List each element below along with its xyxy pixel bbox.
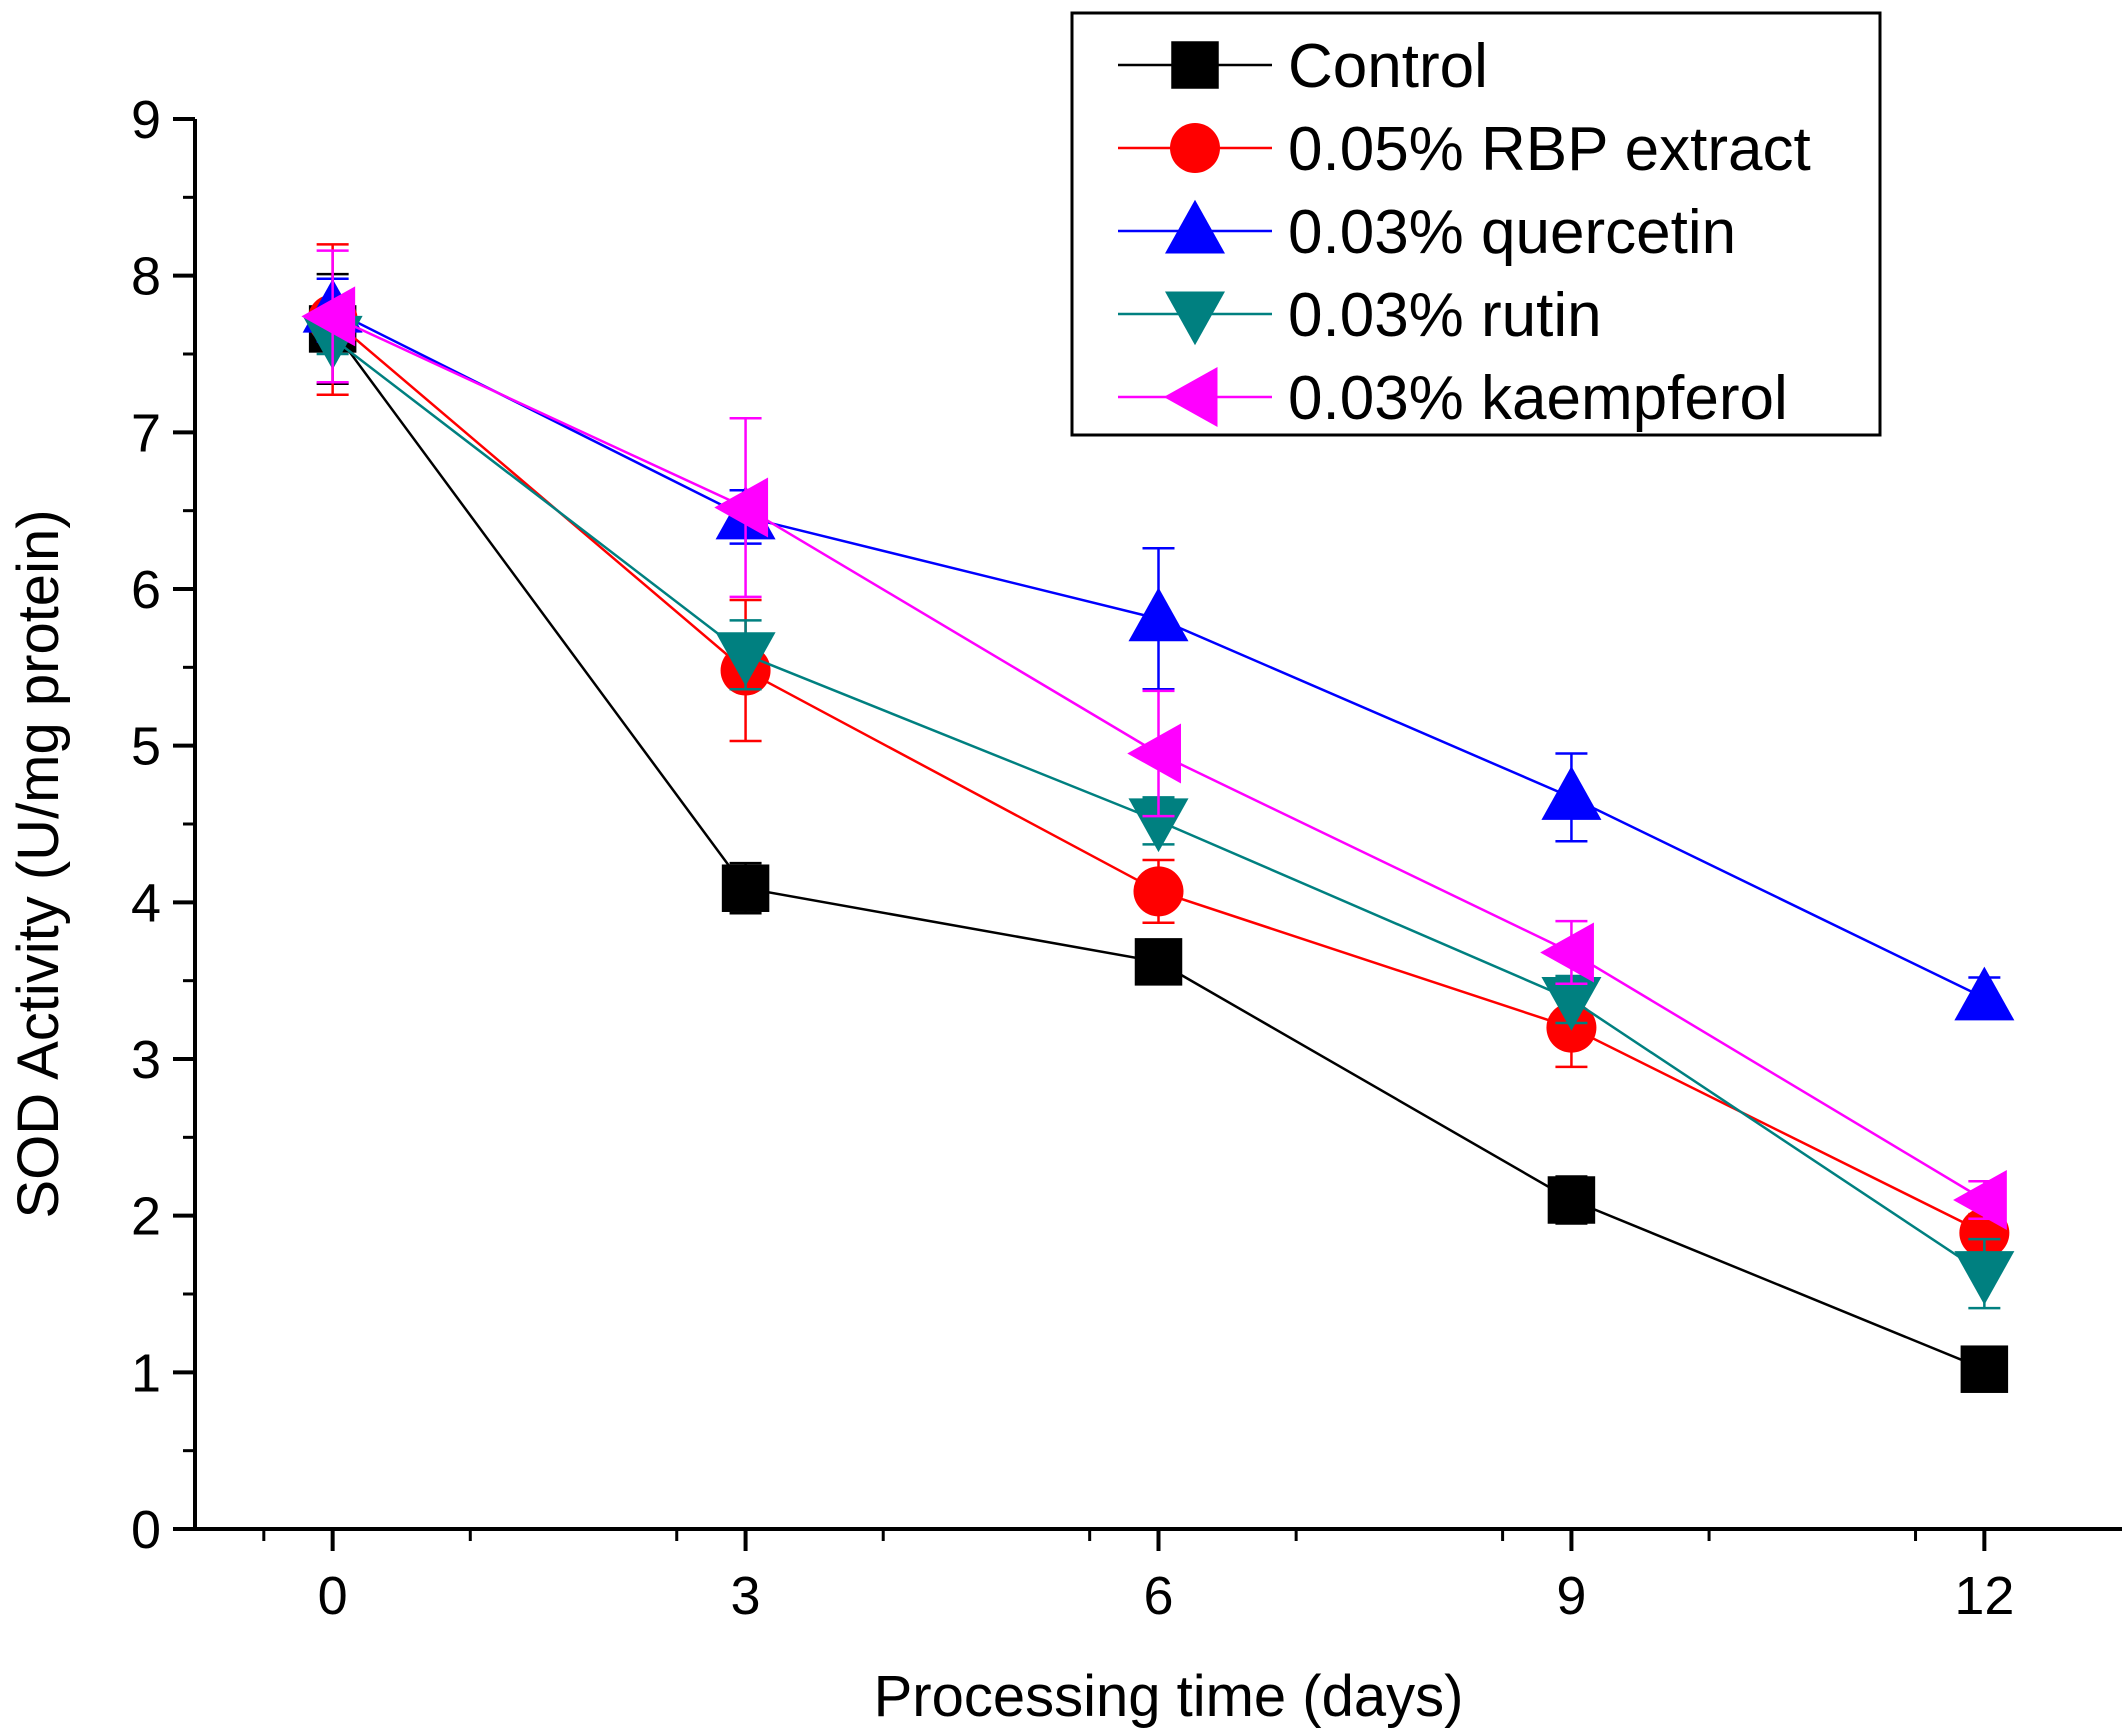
y-axis-title: SOD Activity (U/mg protein) (6, 509, 71, 1218)
marker-square (1960, 1345, 2009, 1393)
marker-triangle-down (1128, 798, 1189, 853)
marker-triangle-down (1165, 291, 1225, 346)
marker-triangle-up (1165, 199, 1225, 254)
legend-item: Control (1118, 32, 1488, 101)
marker-triangle-left (1540, 922, 1594, 983)
x-axis-title: Processing time (days) (874, 1664, 1464, 1729)
series-0-03-kaempferol (301, 249, 2007, 1230)
x-tick-label: 9 (1556, 1566, 1586, 1626)
x-tick-label: 0 (318, 1566, 348, 1626)
marker-triangle-up (1128, 587, 1189, 642)
y-tick-label: 8 (131, 247, 161, 307)
marker-square (1171, 41, 1219, 89)
marker-triangle-left (1127, 723, 1181, 784)
marker-triangle-up (1954, 966, 2015, 1021)
marker-square (721, 864, 770, 912)
y-tick-label: 7 (131, 403, 161, 463)
legend-item: 0.03% quercetin (1118, 198, 1736, 267)
y-tick-label: 3 (131, 1030, 161, 1090)
y-tick-label: 4 (131, 873, 161, 933)
y-tick-label: 9 (131, 90, 161, 150)
marker-triangle-left (714, 477, 769, 538)
marker-square (1547, 1176, 1596, 1224)
marker-triangle-left (1953, 1170, 2007, 1230)
marker-circle (1133, 866, 1184, 917)
series-group (301, 243, 2015, 1393)
legend-item: 0.03% kaempferol (1118, 364, 1788, 433)
legend-label: Control (1288, 32, 1488, 101)
legend-label: 0.03% rutin (1288, 281, 1602, 350)
y-tick-label: 6 (131, 560, 161, 620)
marker-circle (1170, 123, 1220, 173)
marker-triangle-left (301, 286, 356, 347)
legend-item: 0.05% RBP extract (1118, 115, 1811, 184)
x-tick-label: 6 (1143, 1566, 1173, 1626)
y-tick-label: 5 (131, 717, 161, 777)
x-tick-label: 12 (1954, 1566, 2014, 1626)
marker-triangle-down (1541, 976, 1602, 1031)
legend: Control 0.05% RBP extract 0.03% quercetin 0… (1070, 11, 1882, 437)
marker-triangle-down (715, 632, 776, 687)
legend-label: 0.03% kaempferol (1288, 364, 1788, 433)
x-tick-label: 3 (731, 1566, 761, 1626)
legend-label: 0.05% RBP extract (1288, 115, 1811, 184)
marker-triangle-left (1163, 367, 1218, 427)
y-tick-label: 0 (131, 1500, 161, 1560)
y-tick-label: 2 (131, 1187, 161, 1247)
marker-triangle-up (1541, 766, 1602, 820)
marker-square (1134, 938, 1183, 986)
series-0-03-rutin (302, 315, 2015, 1310)
marker-triangle-down (1954, 1251, 2015, 1305)
legend-label: 0.03% quercetin (1288, 198, 1736, 267)
y-tick-label: 1 (131, 1343, 161, 1403)
legend-item: 0.03% rutin (1118, 281, 1602, 350)
